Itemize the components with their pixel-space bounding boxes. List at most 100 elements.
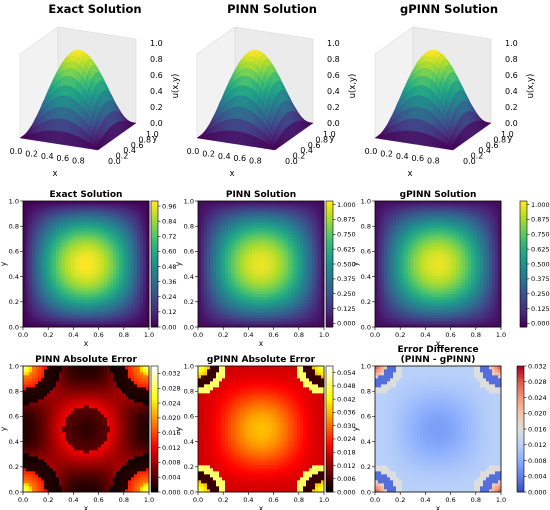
heatmap-cell — [65, 240, 69, 244]
heatmap-cell — [92, 255, 96, 259]
heatmap-cell — [228, 300, 232, 304]
heatmap-cell — [228, 258, 232, 262]
heatmap-cell — [50, 309, 54, 313]
heatmap-cell — [261, 267, 265, 271]
heatmap-cell — [53, 231, 57, 235]
heatmap-cell — [47, 270, 51, 274]
heatmap-cell — [41, 255, 45, 259]
heatmap-cell — [231, 276, 235, 280]
heatmap-cell — [291, 252, 295, 256]
heatmap-cell — [267, 270, 271, 274]
heatmap-cell — [80, 273, 84, 277]
heatmap-cell — [255, 276, 259, 280]
heatmap-cell — [309, 291, 313, 295]
heatmap-cell — [258, 315, 262, 319]
heatmap-cell — [89, 318, 93, 322]
heatmap-cell — [216, 204, 220, 208]
heatmap-cell — [128, 321, 132, 325]
heatmap-cell — [80, 252, 84, 256]
heatmap-cell — [59, 267, 63, 271]
heatmap-cell — [297, 312, 301, 316]
heatmap-cell — [282, 288, 286, 292]
heatmap-cell — [71, 288, 75, 292]
heatmap-cell — [38, 216, 42, 220]
heatmap-cell — [267, 273, 271, 277]
heatmap-cell — [62, 222, 66, 226]
heatmap-cell — [243, 234, 247, 238]
heatmap-cell — [77, 276, 81, 280]
heatmap-cell — [104, 315, 108, 319]
heatmap-cell — [35, 291, 39, 295]
heatmap-cell — [276, 276, 280, 280]
heatmap-cell — [41, 243, 45, 247]
heatmap-cell — [300, 252, 304, 256]
chart-title: PINN Solution — [226, 190, 296, 200]
heatmap-cell — [38, 240, 42, 244]
heatmap-cell — [294, 303, 298, 307]
heatmap-cell — [204, 210, 208, 214]
heatmap-cell — [297, 321, 301, 325]
heatmap-cell — [56, 279, 60, 283]
heatmap-cell — [288, 207, 292, 211]
heatmap-cell — [95, 213, 99, 217]
heatmap-cell — [95, 282, 99, 286]
heatmap-cell — [300, 294, 304, 298]
heatmap-cell — [62, 318, 66, 322]
heatmap-cell — [137, 288, 141, 292]
heatmap-cell — [62, 210, 66, 214]
heatmap-cell — [89, 261, 93, 265]
heatmap-cell — [279, 222, 283, 226]
heatmap-cell — [110, 231, 114, 235]
heatmap-cell — [128, 267, 132, 271]
heatmap-cell — [26, 294, 30, 298]
heatmap-cell — [74, 201, 78, 205]
heatmap-cell — [125, 234, 129, 238]
heatmap-cell — [38, 273, 42, 277]
heatmap-cell — [101, 297, 105, 301]
heatmap-cell — [137, 243, 141, 247]
x-axis-label: x — [229, 169, 234, 179]
heatmap-cell — [225, 270, 229, 274]
heatmap-cell — [216, 216, 220, 220]
heatmap-cell — [273, 246, 277, 250]
heatmap-cell — [306, 270, 310, 274]
heatmap-cell — [225, 201, 229, 205]
heatmap-cell — [273, 207, 277, 211]
heatmap-cell — [137, 234, 141, 238]
heatmap-cell — [62, 288, 66, 292]
heatmap-cell — [249, 288, 253, 292]
heatmap-cell — [113, 213, 117, 217]
heatmap-cell — [65, 291, 69, 295]
heatmap-cell — [270, 309, 274, 313]
heatmap-cell — [291, 270, 295, 274]
heatmap-cell — [246, 207, 250, 211]
heatmap-cell — [89, 225, 93, 229]
heatmap-cell — [306, 246, 310, 250]
heatmap-cell — [104, 312, 108, 316]
x-tick-label: 0.8 — [119, 331, 129, 339]
heatmap-cell — [98, 228, 102, 232]
heatmap-cell — [86, 204, 90, 208]
heatmap-cell — [86, 288, 90, 292]
heatmap-cell — [128, 222, 132, 226]
heatmap-cell — [83, 252, 87, 256]
heatmap-cell — [41, 312, 45, 316]
heatmap-cell — [219, 237, 223, 241]
heatmap-cell — [219, 234, 223, 238]
heatmap-cell — [104, 279, 108, 283]
heatmap-cell — [101, 246, 105, 250]
heatmap-cell — [92, 219, 96, 223]
heatmap-cell — [288, 243, 292, 247]
heatmap-cell — [243, 288, 247, 292]
heatmap-cell — [47, 201, 51, 205]
y-tick-label: 0.2 — [9, 298, 19, 306]
heatmap-cell — [134, 297, 138, 301]
heatmap-cell — [59, 294, 63, 298]
heatmap-cell — [285, 240, 289, 244]
heatmap-cell — [288, 264, 292, 268]
heatmap-cell — [270, 312, 274, 316]
heatmap-cell — [261, 207, 265, 211]
heatmap-cell — [65, 228, 69, 232]
heatmap-cell — [41, 303, 45, 307]
